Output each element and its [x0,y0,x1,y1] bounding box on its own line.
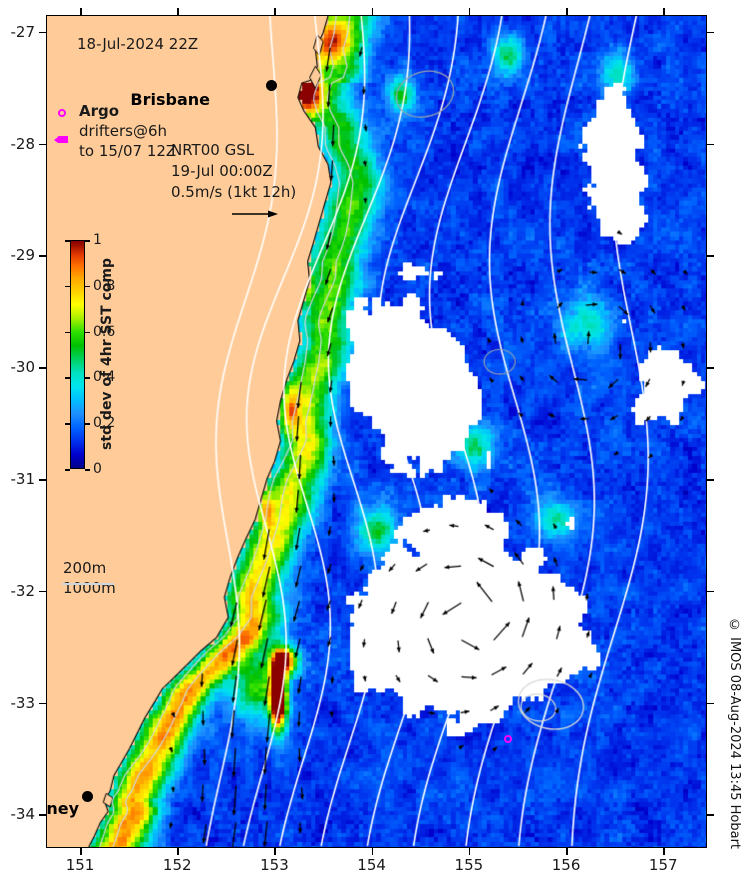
y-axis-tick-label: -32 [10,581,36,600]
y-axis-tick [39,479,46,481]
map-plot-area[interactable]: 18-Jul-2024 22Z Argo drifters@6h to 15/0… [46,15,707,848]
y-axis-tick-right [707,479,714,481]
y-axis-tick [39,367,46,369]
y-axis-tick [39,702,46,705]
argo-legend-title: Argo [79,102,120,120]
colorbar-tick-label: 0 [93,461,102,477]
x-axis-tick [177,848,179,855]
y-axis-tick [39,143,46,146]
x-axis-tick-label: 154 [357,856,386,874]
x-axis-tick-top [80,8,82,15]
colorbar-tick [85,423,90,425]
colorbar-tick-label: 0.6 [93,323,116,340]
y-axis-tick [39,31,46,34]
argo-legend-line3: to 15/07 12Z [79,142,177,160]
argo-float-marker[interactable] [504,735,512,743]
x-axis-tick [371,848,374,855]
y-axis-tick-label: -33 [10,693,36,712]
colorbar-tick-label: 0.8 [93,277,116,294]
colorbar-tick-label: 1 [93,232,102,248]
x-axis-tick-label: 152 [162,856,192,874]
x-axis-tick-label: 153 [260,856,289,874]
colorbar-gradient [70,240,85,469]
y-axis-tick-label: -27 [10,22,36,41]
y-axis-tick [39,590,46,593]
bathymetry-label-200m: 200m [63,559,107,577]
x-axis-tick-label: 157 [648,856,678,874]
argo-legend-line2: drifters@6h [79,122,168,140]
y-axis-tick-right [707,143,714,146]
y-axis-tick-right [707,814,714,816]
y-axis-tick-label: -29 [10,246,36,265]
colorbar: 0 0.2 0.4 0.6 0.8 1 [65,232,115,477]
x-axis-tick-top [177,8,179,15]
colorbar-tick [85,377,90,379]
current-legend-line3: 0.5m/s (1kt 12h) [171,183,297,201]
city-label-brisbane: Brisbane [130,90,210,109]
colorbar-tick-left [65,469,70,471]
current-legend-line1: NRT00 GSL [171,141,255,159]
colorbar-tick-left [65,240,70,242]
colorbar-tick-left [65,331,70,334]
copyright-label: © IMOS 08-Aug-2024 13:45 Hobart [727,618,742,850]
y-axis-tick-label: -34 [10,805,36,824]
timestamp-label: 18-Jul-2024 22Z [77,35,199,53]
x-axis-tick-top [468,8,471,15]
colorbar-tick [85,331,90,334]
x-axis-tick [468,848,471,855]
city-marker-brisbane [266,80,277,91]
y-axis-tick-right [707,31,714,34]
colorbar-tick-label: 0.2 [93,415,116,432]
x-axis-tick [80,848,82,855]
current-legend-line2: 19-Jul 00:00Z [171,162,273,180]
colorbar-tick [85,469,90,471]
y-axis-tick [39,814,46,816]
scale-arrow-icon [232,210,278,218]
x-axis-tick-top [566,8,568,15]
colorbar-tick [85,240,90,242]
colorbar-tick-left [65,377,70,379]
bathymetry-label-1000m: 1000m [63,579,116,597]
argo-open-circle-icon [58,109,66,117]
y-axis-tick-right [707,255,714,257]
city-marker-sydney [82,791,93,802]
y-axis-tick-label: -28 [10,134,36,153]
y-axis-tick-label: -31 [10,470,36,489]
x-axis-tick [274,848,276,855]
x-axis-tick [663,848,665,855]
x-axis-tick-top [371,8,374,15]
x-axis-tick-top [274,8,276,15]
y-axis-tick-label: -30 [10,358,36,377]
city-label-sydney: Sydney [46,799,79,818]
drifter-arrow-icon [54,136,68,143]
x-axis-tick [566,848,568,855]
x-axis-tick-label: 155 [454,856,484,874]
map-overlay-contours-and-vectors [47,16,706,847]
colorbar-tick-left [65,423,70,425]
x-axis-tick-label: 156 [551,856,581,874]
colorbar-tick-label: 0.4 [93,369,116,386]
x-axis-tick-label: 151 [65,856,95,874]
bathymetry-contour-swatch [62,583,114,585]
colorbar-title: std dev of 4hr SST comp [99,258,115,451]
y-axis-tick-right [707,702,714,705]
colorbar-tick-left [65,285,70,288]
y-axis-tick-right [707,367,714,369]
y-axis-tick [39,255,46,257]
colorbar-tick [85,285,90,288]
y-axis-tick-right [707,590,714,593]
x-axis-tick-top [663,8,665,15]
